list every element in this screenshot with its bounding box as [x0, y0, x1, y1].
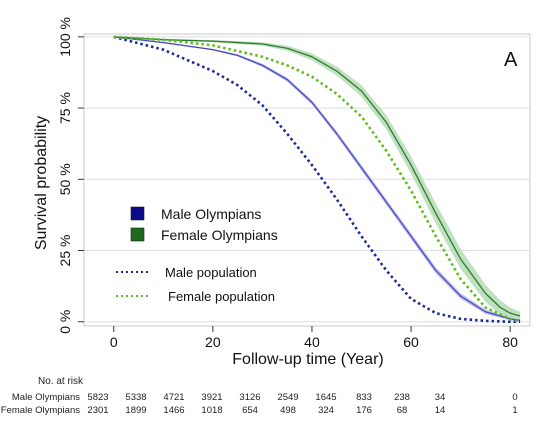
legend-swatch-male-olympians: [130, 206, 145, 221]
y-tick-label-0: 0 %: [57, 310, 73, 334]
legend: Male Olympians Female Olympians Male popul…: [116, 206, 278, 304]
risk-cell-0-0: 5823: [87, 392, 108, 403]
confidence-bands: [113, 36, 521, 322]
y-tick-label-2: 50 %: [57, 163, 73, 195]
legend-swatch-female-olympians: [130, 227, 145, 242]
risk-cell-0-10: 0: [512, 392, 517, 403]
risk-cell-1-9: 14: [435, 405, 446, 416]
risk-cell-0-1: 5338: [125, 392, 146, 403]
y-tick-label-3: 75 %: [57, 92, 73, 124]
risk-cell-0-3: 3921: [201, 392, 222, 403]
risk-cell-0-9: 34: [435, 392, 446, 403]
ci-band-female-olympians: [113, 36, 521, 321]
x-axis-title: Follow-up time (Year): [232, 351, 383, 368]
risk-cell-1-3: 1018: [201, 405, 222, 416]
x-tick-label-3: 60: [403, 334, 419, 350]
y-axis-title: Survival probability: [33, 116, 50, 250]
x-tick-label-2: 40: [304, 334, 320, 350]
grid-lines: [84, 36, 530, 323]
risk-cell-1-10: 1: [512, 405, 517, 416]
risk-row-label-0: Male Olympians: [12, 392, 80, 403]
legend-label-female-olympians: Female Olympians: [161, 227, 278, 243]
risk-cell-0-6: 1645: [315, 392, 336, 403]
risk-cell-0-4: 3126: [239, 392, 260, 403]
survival-chart: 0 % 25 % 50 % 75 % 100 % 0 20 40 60 80 Male Olym…: [33, 17, 531, 368]
risk-cell-1-0: 2301: [87, 405, 108, 416]
series-lines: [113, 35, 521, 324]
x-tick-label-4: 80: [502, 334, 518, 350]
plot-frame: [83, 33, 531, 327]
risk-cell-1-8: 68: [397, 405, 408, 416]
x-tick-label-1: 20: [205, 334, 221, 350]
risk-cell-1-5: 498: [280, 405, 296, 416]
risk-cell-1-4: 654: [242, 405, 258, 416]
risk-cell-1-7: 176: [356, 405, 372, 416]
risk-cell-0-2: 4721: [163, 392, 184, 403]
risk-table: No. at risk Male Olympians 5823 5338 4721 39…: [1, 376, 518, 416]
panel-label: A: [504, 49, 518, 71]
series-line-female-olympians: [113, 36, 521, 317]
risk-cell-0-5: 2549: [277, 392, 298, 403]
risk-cell-0-8: 238: [394, 392, 410, 403]
risk-cell-1-1: 1899: [125, 405, 146, 416]
y-tick-label-4: 100 %: [57, 17, 73, 57]
legend-label-male-olympians: Male Olympians: [161, 206, 261, 222]
y-tick-label-1: 25 %: [57, 235, 73, 267]
risk-cell-0-7: 833: [356, 392, 372, 403]
y-axis-ticks: 0 % 25 % 50 % 75 % 100 %: [57, 17, 84, 334]
series-line-male-olympians: [113, 36, 521, 321]
x-axis-ticks: 0 20 40 60 80: [110, 326, 518, 350]
risk-row-label-1: Female Olympians: [1, 405, 80, 416]
legend-label-male-population: Male population: [165, 265, 257, 280]
series-line-female-population: [113, 35, 521, 323]
risk-cell-1-6: 324: [318, 405, 334, 416]
x-tick-label-0: 0: [110, 334, 118, 350]
legend-label-female-population: Female population: [168, 289, 275, 304]
risk-cell-1-2: 1466: [163, 405, 184, 416]
risk-table-title: No. at risk: [38, 376, 84, 387]
